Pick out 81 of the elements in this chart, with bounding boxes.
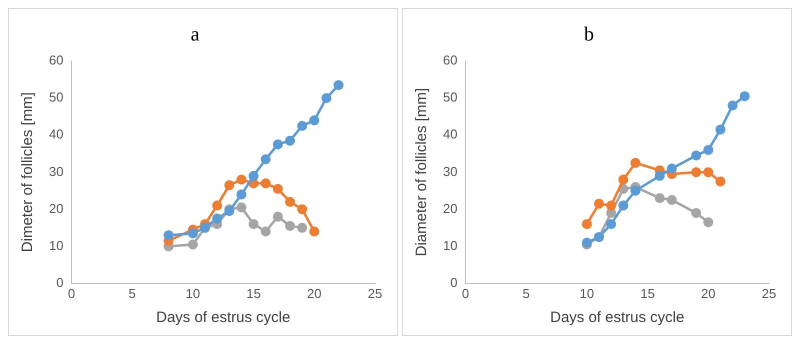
y-tick-label: 20	[48, 200, 64, 216]
x-tick-label: 20	[701, 286, 716, 301]
point	[334, 80, 344, 90]
point	[630, 186, 640, 196]
y-tick-label: 60	[442, 52, 458, 68]
point	[606, 219, 616, 230]
x-tick-label: 10	[580, 286, 594, 301]
y-tick-label: 50	[442, 90, 458, 105]
x-tick-label: 0	[462, 286, 470, 301]
point	[582, 219, 592, 230]
point	[715, 124, 726, 135]
point	[728, 100, 738, 110]
point	[691, 167, 702, 178]
point	[236, 174, 246, 185]
point	[703, 167, 714, 178]
point	[297, 204, 308, 214]
point	[212, 214, 222, 224]
point	[272, 212, 283, 222]
point	[309, 115, 320, 126]
point	[297, 120, 308, 131]
x-tick-label: 25	[368, 286, 382, 301]
point	[594, 198, 604, 209]
point	[285, 196, 296, 207]
x-tick-label: 15	[246, 286, 261, 301]
point	[188, 228, 198, 238]
point	[703, 217, 714, 228]
point	[666, 195, 677, 205]
point	[236, 202, 246, 212]
chart-title: b	[584, 23, 594, 46]
x-tick-label: 15	[640, 286, 655, 301]
y-tick-label: 0	[56, 274, 64, 290]
point	[248, 219, 259, 230]
x-tick-label: 25	[762, 286, 776, 301]
point	[236, 189, 246, 200]
point	[618, 174, 628, 185]
point	[260, 154, 271, 164]
point	[740, 91, 750, 102]
point	[321, 93, 332, 104]
point	[260, 178, 271, 188]
point	[606, 200, 616, 211]
x-axis-title: Days of estrus cycle	[156, 309, 290, 326]
point	[297, 222, 308, 233]
point	[691, 208, 702, 218]
point	[703, 144, 714, 155]
y-tick-label: 20	[442, 200, 458, 216]
point	[618, 200, 628, 211]
y-tick-label: 40	[442, 126, 458, 142]
point	[272, 184, 283, 194]
x-tick-label: 20	[307, 286, 322, 301]
point	[285, 136, 296, 146]
point	[630, 158, 640, 168]
point	[691, 150, 702, 161]
point	[309, 226, 320, 237]
x-tick-label: 10	[186, 286, 200, 301]
point	[285, 220, 296, 231]
point	[654, 193, 665, 204]
x-axis-title: Days of estrus cycle	[550, 309, 684, 326]
point	[654, 170, 665, 181]
x-tick-label: 0	[68, 286, 76, 301]
point	[224, 180, 234, 190]
y-tick-label: 30	[442, 164, 458, 179]
point	[666, 163, 677, 174]
point	[260, 226, 271, 237]
point	[188, 239, 198, 250]
y-tick-label: 30	[48, 164, 64, 179]
y-tick-label: 0	[450, 274, 458, 290]
point	[715, 176, 726, 186]
y-tick-label: 60	[48, 52, 64, 68]
chart-title: a	[190, 23, 200, 46]
x-tick-label: 5	[522, 286, 530, 301]
point	[248, 170, 259, 181]
point	[212, 200, 222, 211]
y-tick-label: 10	[48, 238, 64, 253]
x-tick-label: 5	[128, 286, 136, 301]
point	[164, 230, 174, 240]
y-axis-title: Diameter of follicles [mm]	[413, 88, 430, 256]
point	[272, 139, 283, 150]
y-axis-title: Dimeter of follicles [mm]	[19, 92, 36, 252]
y-tick-label: 50	[48, 90, 64, 105]
y-tick-label: 40	[48, 126, 64, 142]
y-tick-label: 10	[442, 238, 458, 253]
